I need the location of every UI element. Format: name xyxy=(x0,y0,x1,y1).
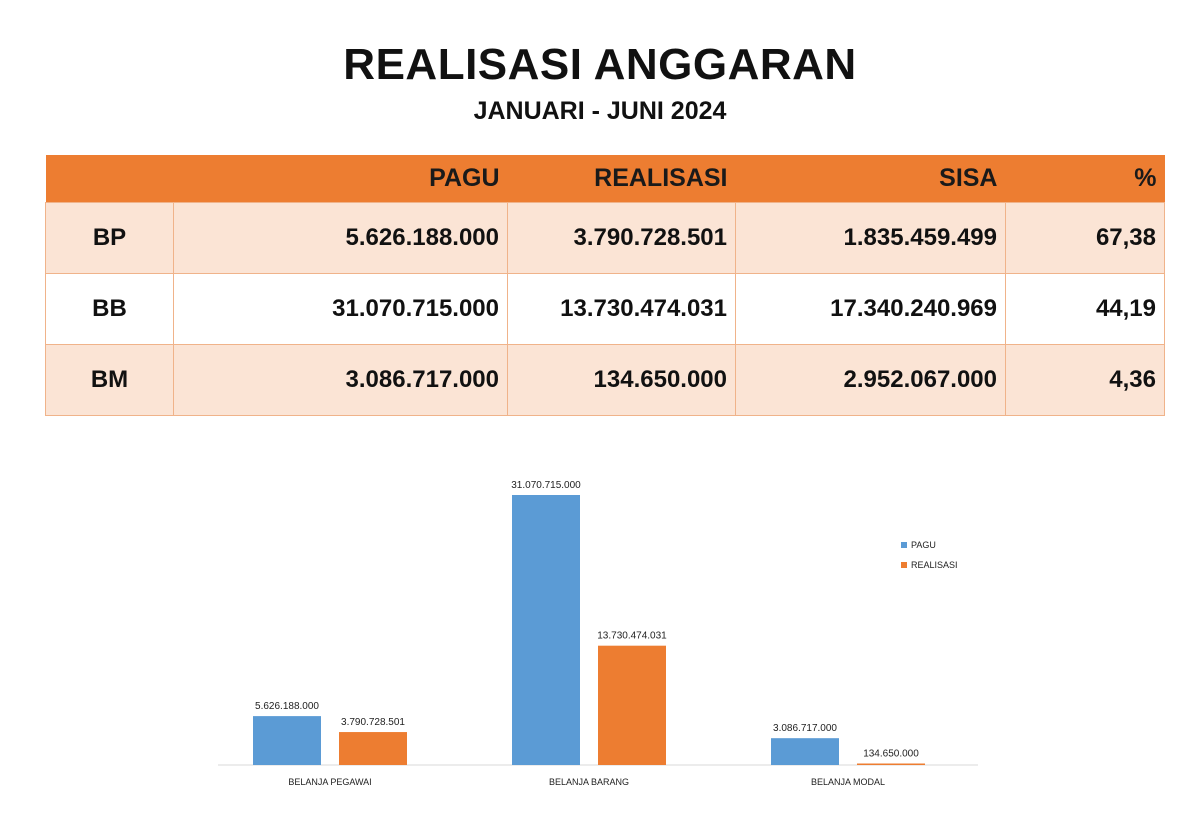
table-row: BP 5.626.188.000 3.790.728.501 1.835.459… xyxy=(45,201,1165,274)
legend-label: PAGU xyxy=(911,540,936,550)
percent-cell: 67,38 xyxy=(1005,201,1165,274)
legend-swatch-realisasi xyxy=(901,562,907,568)
category-label: BELANJA PEGAWAI xyxy=(288,777,371,787)
realisasi-cell: 13.730.474.031 xyxy=(507,272,736,345)
sisa-cell: 2.952.067.000 xyxy=(735,343,1006,416)
data-label: 3.790.728.501 xyxy=(341,717,405,728)
bar-pagu xyxy=(512,495,580,765)
page-title: REALISASI ANGGARAN xyxy=(343,40,857,89)
data-label: 31.070.715.000 xyxy=(511,480,581,491)
row-label: BP xyxy=(45,201,174,274)
page-subtitle: JANUARI - JUNI 2024 xyxy=(473,97,727,125)
column-header-empty xyxy=(45,155,174,202)
pagu-cell: 5.626.188.000 xyxy=(173,201,508,274)
legend-label: REALISASI xyxy=(911,560,958,570)
column-header-realisasi: REALISASI xyxy=(507,155,736,202)
legend-swatch-pagu xyxy=(901,542,907,548)
realisasi-cell: 134.650.000 xyxy=(507,343,736,416)
sisa-cell: 1.835.459.499 xyxy=(735,201,1006,274)
column-header-percent: % xyxy=(1005,155,1165,202)
table-header-row: PAGU REALISASI SISA % xyxy=(45,155,1165,202)
data-label: 3.086.717.000 xyxy=(773,723,837,734)
table-row: BM 3.086.717.000 134.650.000 2.952.067.0… xyxy=(45,343,1165,416)
budget-table: PAGU REALISASI SISA % BP 5.626.188.000 3… xyxy=(45,155,1165,416)
category-label: BELANJA MODAL xyxy=(811,777,885,787)
bar-realisasi xyxy=(598,645,666,765)
pagu-cell: 3.086.717.000 xyxy=(173,343,508,416)
row-label: BB xyxy=(45,272,174,345)
bar-realisasi xyxy=(339,732,407,765)
bar-pagu xyxy=(771,738,839,765)
pagu-cell: 31.070.715.000 xyxy=(173,272,508,345)
bar-chart: 5.626.188.000 31.070.715.000 3.086.717.000… xyxy=(218,480,978,787)
column-header-sisa: SISA xyxy=(735,155,1006,202)
percent-cell: 44,19 xyxy=(1005,272,1165,345)
column-header-pagu: PAGU xyxy=(173,155,508,202)
category-label: BELANJA BARANG xyxy=(549,777,629,787)
row-label: BM xyxy=(45,343,174,416)
realisasi-cell: 3.790.728.501 xyxy=(507,201,736,274)
bar-pagu xyxy=(253,716,321,765)
table-row: BB 31.070.715.000 13.730.474.031 17.340.… xyxy=(45,272,1165,345)
sisa-cell: 17.340.240.969 xyxy=(735,272,1006,345)
data-label: 134.650.000 xyxy=(863,749,919,760)
data-label: 5.626.188.000 xyxy=(255,701,319,712)
percent-cell: 4,36 xyxy=(1005,343,1165,416)
bar-realisasi xyxy=(857,763,925,765)
data-label: 13.730.474.031 xyxy=(597,631,667,642)
